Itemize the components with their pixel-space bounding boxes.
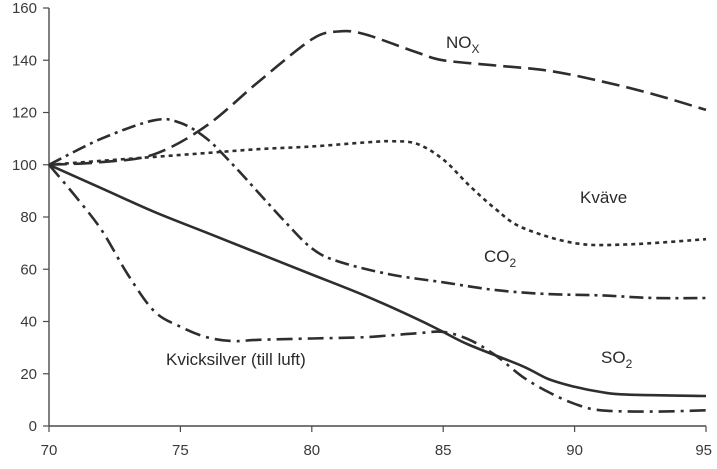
x-tick-label: 70 bbox=[41, 442, 58, 459]
series-line-co2 bbox=[48, 117, 707, 300]
series-label-co2: CO2 bbox=[484, 247, 517, 270]
series-label-so2: SO2 bbox=[601, 348, 633, 371]
x-tick-label: 90 bbox=[566, 442, 583, 459]
y-tick-label: 40 bbox=[20, 314, 37, 331]
series-label-kvave: Kväve bbox=[580, 188, 627, 207]
y-axis-ticks: 0 20 40 60 80 100 120 140 160 bbox=[12, 0, 49, 435]
y-tick-label: 0 bbox=[29, 418, 37, 435]
series-label-kvicksilver: Kvicksilver (till luft) bbox=[166, 350, 306, 369]
x-tick-label: 85 bbox=[435, 442, 452, 459]
y-tick-label: 20 bbox=[20, 366, 37, 383]
x-tick-label: 80 bbox=[303, 442, 320, 459]
series-line-nox bbox=[48, 29, 707, 167]
y-tick-label: 120 bbox=[12, 105, 37, 122]
series-line-kvave bbox=[48, 139, 707, 247]
series-line-so2 bbox=[48, 163, 707, 398]
y-tick-label: 140 bbox=[12, 52, 37, 69]
y-tick-label: 100 bbox=[12, 157, 37, 174]
x-axis-ticks: 70 75 80 85 90 95 bbox=[41, 426, 712, 459]
series-lines bbox=[48, 29, 707, 413]
series-label-nox: NOX bbox=[446, 33, 480, 56]
y-tick-label: 80 bbox=[20, 209, 37, 226]
x-tick-label: 75 bbox=[172, 442, 189, 459]
y-tick-label: 60 bbox=[20, 261, 37, 278]
x-tick-label: 95 bbox=[695, 442, 712, 459]
y-tick-label: 160 bbox=[12, 0, 37, 17]
